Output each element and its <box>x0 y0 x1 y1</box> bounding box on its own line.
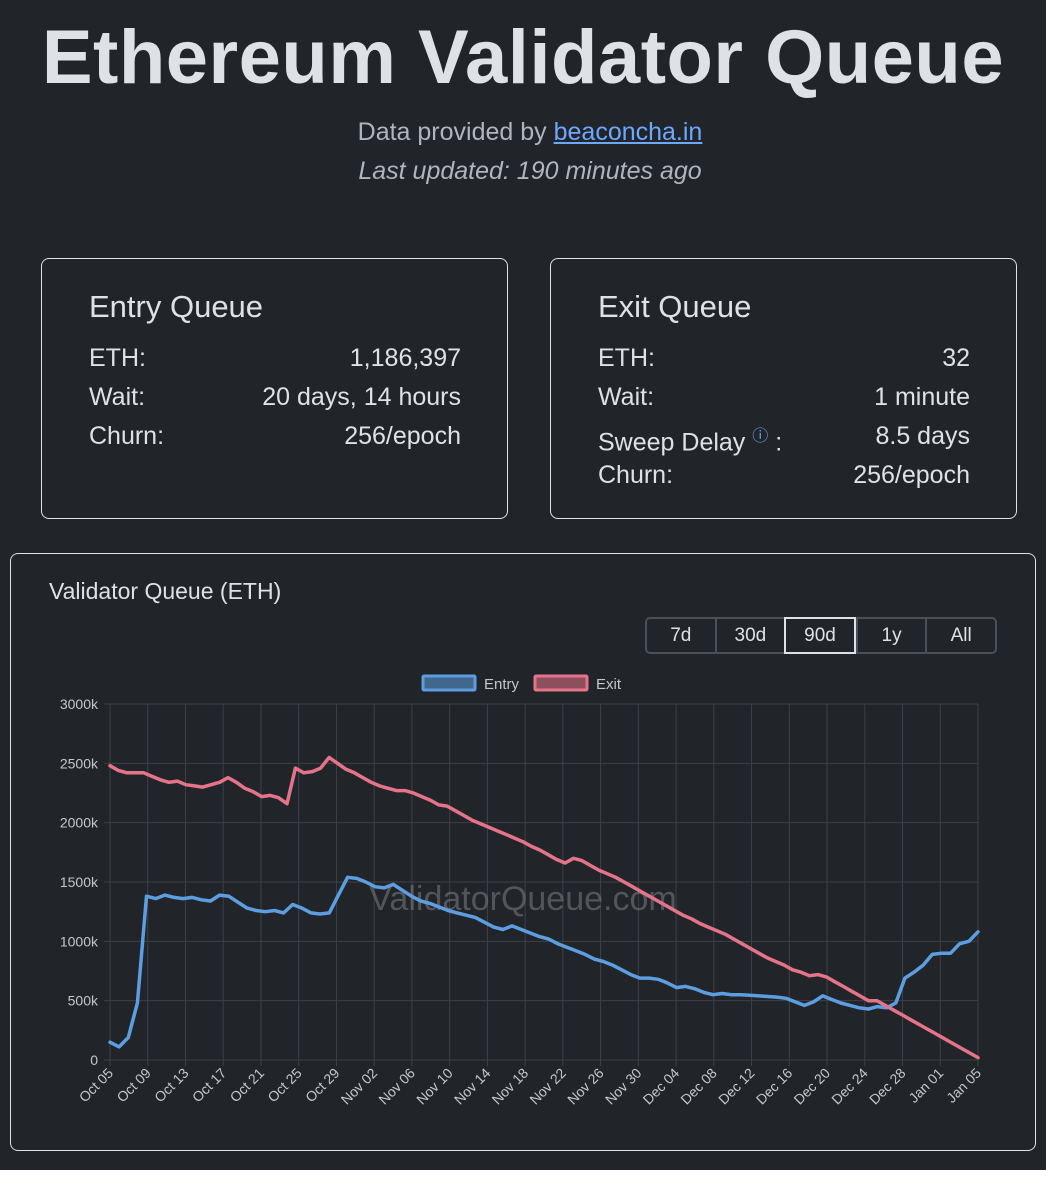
x-tick-label: Nov 30 <box>602 1065 645 1108</box>
exit-wait-value: 1 minute <box>874 383 970 411</box>
x-tick-label: Nov 14 <box>451 1065 494 1108</box>
entry-wait-value: 20 days, 14 hours <box>262 383 461 411</box>
legend-label-entry: Entry <box>484 676 520 693</box>
exit-churn-value: 256/epoch <box>853 461 970 489</box>
page-title: Ethereum Validator Queue <box>41 15 1005 100</box>
x-tick-label: Nov 02 <box>338 1065 381 1108</box>
exit-eth-label: ETH: <box>598 344 655 372</box>
exit-churn-label: Churn: <box>598 461 674 489</box>
time-range-selector: 7d 30d 90d 1y All <box>645 617 997 654</box>
entry-eth-row: ETH: 1,186,397 <box>89 344 461 376</box>
x-tick-label: Oct 05 <box>76 1065 117 1106</box>
last-updated: Last updated: 190 minutes ago <box>358 157 702 185</box>
data-source-line: Data provided by beaconcha.in <box>0 118 1046 147</box>
chart-title: Validator Queue (ETH) <box>49 578 282 604</box>
range-button-90d[interactable]: 90d <box>784 617 856 654</box>
exit-churn-row: Churn: 256/epoch <box>598 461 970 493</box>
legend-swatch-entry <box>421 674 477 692</box>
y-tick-label: 500k <box>68 993 99 1009</box>
x-tick-label: Oct 17 <box>189 1065 230 1106</box>
x-tick-label: Dec 20 <box>790 1065 833 1108</box>
y-tick-label: 2000k <box>60 815 99 831</box>
entry-queue-title: Entry Queue <box>89 289 264 324</box>
entry-churn-row: Churn: 256/epoch <box>89 422 461 454</box>
exit-sweep-delay-colon: : <box>775 428 783 457</box>
x-tick-label: Jan 05 <box>943 1065 984 1106</box>
x-tick-label: Oct 09 <box>113 1065 154 1106</box>
x-tick-label: Dec 12 <box>715 1065 758 1108</box>
series-line-exit <box>108 755 980 1060</box>
exit-sweep-delay-label-group: Sweep Delay ⓘ : <box>598 422 782 457</box>
exit-queue-title: Exit Queue <box>598 289 752 324</box>
exit-eth-row: ETH: 32 <box>598 344 970 376</box>
x-tick-label: Nov 18 <box>489 1065 532 1108</box>
x-tick-label: Nov 22 <box>526 1065 569 1108</box>
x-tick-label: Oct 21 <box>227 1065 268 1106</box>
legend-swatch-exit <box>533 674 589 692</box>
exit-wait-row: Wait: 1 minute <box>598 383 970 415</box>
x-tick-label: Dec 16 <box>753 1065 796 1108</box>
x-tick-label: Oct 25 <box>264 1065 305 1106</box>
y-tick-label: 1000k <box>60 933 99 949</box>
range-button-30d[interactable]: 30d <box>714 619 785 652</box>
chart-card: Validator Queue (ETH) 7d 30d 90d 1y All … <box>10 553 1036 1151</box>
exit-eth-value: 32 <box>942 344 970 372</box>
entry-wait-label: Wait: <box>89 383 146 411</box>
beaconchain-link[interactable]: beaconcha.in <box>553 118 703 146</box>
exit-queue-card: Exit Queue ETH: 32 Wait: 1 minute Sweep … <box>550 258 1017 519</box>
range-button-all[interactable]: All <box>925 619 995 652</box>
entry-eth-label: ETH: <box>89 344 146 372</box>
x-tick-label: Dec 28 <box>866 1065 909 1108</box>
entry-churn-label: Churn: <box>89 422 165 450</box>
x-tick-label: Dec 08 <box>677 1065 720 1108</box>
y-tick-label: 2500k <box>60 755 99 771</box>
info-circle-icon[interactable]: ⓘ <box>752 428 769 445</box>
data-provided-by-text: Data provided by <box>357 118 547 146</box>
range-button-1y[interactable]: 1y <box>855 619 926 652</box>
entry-wait-row: Wait: 20 days, 14 hours <box>89 383 461 415</box>
x-tick-label: Dec 24 <box>828 1065 871 1108</box>
exit-wait-label: Wait: <box>598 383 655 411</box>
x-tick-label: Jan 01 <box>905 1065 946 1106</box>
series-line-entry <box>108 875 980 1049</box>
y-tick-label: 0 <box>90 1052 98 1068</box>
x-tick-label: Nov 26 <box>564 1065 607 1108</box>
range-button-7d[interactable]: 7d <box>670 625 692 646</box>
entry-eth-value: 1,186,397 <box>349 344 461 372</box>
x-tick-label: Oct 29 <box>302 1065 343 1106</box>
exit-sweep-delay-value: 8.5 days <box>875 422 970 450</box>
y-tick-label: 1500k <box>60 874 99 890</box>
x-tick-label: Dec 04 <box>640 1065 683 1108</box>
legend-label-exit: Exit <box>596 676 622 693</box>
entry-churn-value: 256/epoch <box>344 422 461 450</box>
y-tick-label: 3000k <box>60 696 99 712</box>
x-tick-label: Nov 10 <box>413 1065 456 1108</box>
exit-sweep-delay-row: Sweep Delay ⓘ : 8.5 days <box>598 422 970 457</box>
x-tick-label: Nov 06 <box>375 1065 418 1108</box>
exit-sweep-delay-label: Sweep Delay <box>598 428 746 457</box>
entry-queue-card: Entry Queue ETH: 1,186,397 Wait: 20 days… <box>41 258 508 519</box>
x-tick-label: Oct 13 <box>151 1065 192 1106</box>
